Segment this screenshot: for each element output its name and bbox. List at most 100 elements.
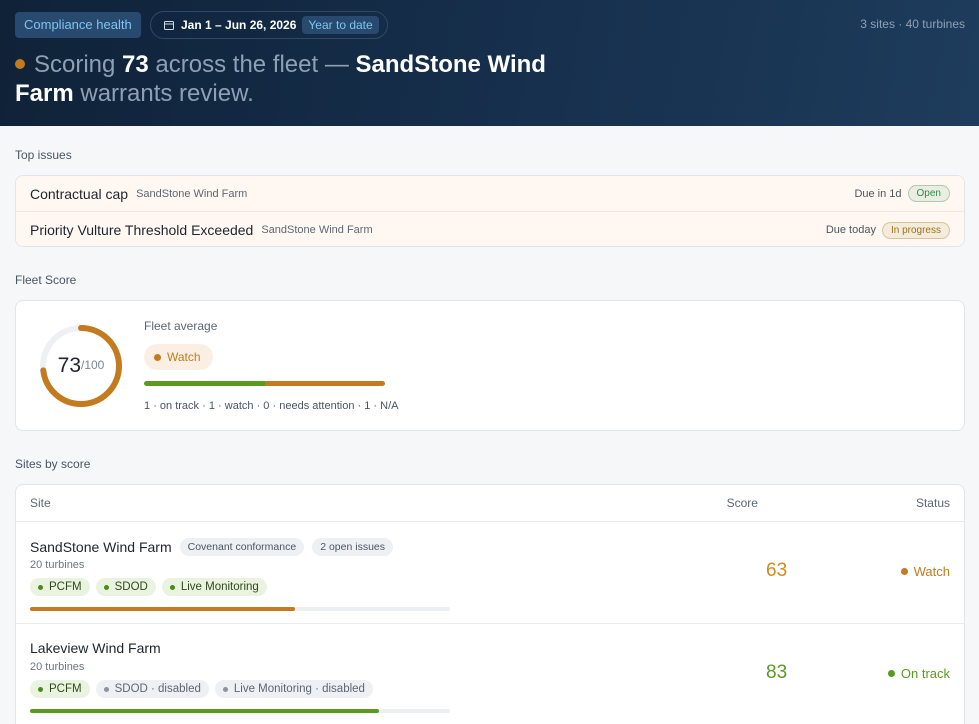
chip: Live Monitoring [161, 578, 267, 596]
text: across the fleet — [155, 51, 349, 78]
gauge: 73/100 [40, 325, 122, 407]
turbines: 20 turbines [30, 661, 85, 673]
label: watch [218, 400, 253, 412]
site-row[interactable]: Lakeview Wind Farm 20 turbines PCFM SDOD · … [16, 624, 964, 724]
dot [38, 686, 43, 692]
header: Compliance health Jan 1 – Jun 26, 2026 Y… [0, 0, 979, 126]
breakdown: 1 on track1 watch0 needs attention1 N/A [144, 400, 399, 412]
gauge-label: 73/100 [58, 354, 105, 377]
status: Watch [167, 350, 201, 364]
period: Year to date [302, 16, 379, 34]
issue-row[interactable]: Priority Vulture Threshold Exceeded SandS… [16, 212, 964, 246]
site-name: SandStone Wind Farm [30, 539, 172, 555]
dot [103, 686, 109, 692]
score-track [30, 607, 450, 611]
chip: PCFM [30, 578, 90, 596]
tag: Covenant conformance [179, 538, 305, 556]
count: 0 [263, 400, 270, 412]
column: Score [726, 496, 758, 510]
dot [222, 686, 228, 692]
status-label: Watch [913, 564, 950, 579]
issue-name: Contractual cap [30, 185, 129, 202]
gauge-arc [40, 325, 122, 407]
max: /100 [81, 358, 105, 372]
summary: 3 sites · 40 turbines [860, 17, 965, 31]
breakdown-item: 1 on track [144, 400, 199, 412]
column: Status [915, 496, 950, 510]
chip: SDOD [95, 578, 156, 596]
count: 1 [208, 400, 215, 412]
bar-segment [264, 381, 385, 386]
issue-name: Priority Vulture Threshold Exceeded [30, 222, 254, 238]
section-title: Sites by score [15, 457, 91, 471]
status-pill: In progress [881, 221, 950, 239]
chip: PCFM [30, 680, 90, 698]
score: 83 [766, 662, 788, 683]
score-bar [30, 709, 379, 713]
label: N/A [373, 400, 398, 412]
score: 73 [122, 51, 149, 78]
date-range: Jan 1 – Jun 26, 2026 [181, 18, 297, 32]
chips: PCFM SDOD Live Monitoring [30, 578, 267, 596]
site-name: Lakeview Wind Farm [30, 640, 161, 656]
breakdown-item: 1 N/A [354, 400, 398, 412]
dot [169, 584, 175, 590]
chip-label: SDOD · disabled [114, 683, 201, 695]
column: Site [30, 496, 51, 510]
label: on track [153, 400, 199, 412]
dot [887, 670, 895, 677]
sites-card: Site Score Status SandStone Wind Farm Cov… [15, 484, 965, 724]
site-row[interactable]: SandStone Wind Farm Covenant conformance 2… [16, 522, 964, 624]
score-track [30, 709, 450, 713]
status-pill: Watch [144, 344, 213, 370]
score: 73 [58, 354, 81, 377]
text: Scoring [34, 51, 116, 78]
tag: 2 open issues [312, 538, 393, 556]
date-filter[interactable]: Jan 1 – Jun 26, 2026 Year to date [150, 11, 388, 39]
chip-label: Live Monitoring [180, 581, 259, 593]
status: On track [887, 666, 950, 681]
issue-site: SandStone Wind Farm [136, 187, 248, 200]
chip-label: Live Monitoring · disabled [233, 683, 365, 695]
dot [38, 584, 43, 590]
badge: Compliance health [15, 12, 141, 38]
table-header: Site Score Status [16, 485, 964, 522]
headline: Scoring 73 across the fleet — SandStone … [15, 50, 575, 108]
breakdown-bar [144, 381, 385, 386]
label: needs attention [272, 400, 354, 412]
dot [103, 584, 109, 590]
chip-label: SDOD [114, 581, 148, 593]
count: 1 [364, 400, 371, 412]
section-title: Top issues [15, 148, 72, 162]
chips: PCFM SDOD · disabled Live Monitoring · dis… [30, 680, 373, 698]
fleet-card: 73/100 Fleet average Watch 1 on track1 w… [15, 300, 965, 431]
issue-due: Due today [825, 224, 876, 236]
text: warrants review. [80, 80, 254, 107]
site-name-line: SandStone Wind Farm Covenant conformance 2… [30, 538, 393, 556]
breakdown-item: 1 watch [199, 400, 253, 412]
calendar-icon [164, 21, 174, 30]
dot [900, 568, 908, 575]
issues-card: Contractual cap SandStone Wind Farm Due in… [15, 175, 965, 247]
site-name-line: Lakeview Wind Farm [30, 640, 161, 656]
bar-segment [144, 381, 265, 386]
chip-label: PCFM [49, 581, 82, 593]
status-label: On track [900, 666, 950, 681]
section-title: Fleet Score [15, 273, 77, 287]
breakdown-item: 0 needs attention [254, 400, 355, 412]
score: 63 [766, 560, 788, 581]
issue-site: SandStone Wind Farm [261, 224, 373, 236]
count: 1 [144, 400, 151, 412]
chip: SDOD · disabled [95, 680, 209, 698]
label: Fleet average [144, 319, 218, 333]
chip-label: PCFM [49, 683, 82, 695]
site: SandStone Wind Farm [15, 51, 546, 107]
issue-row[interactable]: Contractual cap SandStone Wind Farm Due in… [16, 176, 964, 212]
status: Watch [900, 564, 950, 579]
status-pill: Open [907, 185, 950, 202]
issue-due: Due in 1d [854, 187, 902, 200]
chip: Live Monitoring · disabled [214, 680, 373, 698]
score-bar [30, 607, 295, 611]
turbines: 20 turbines [30, 559, 85, 571]
